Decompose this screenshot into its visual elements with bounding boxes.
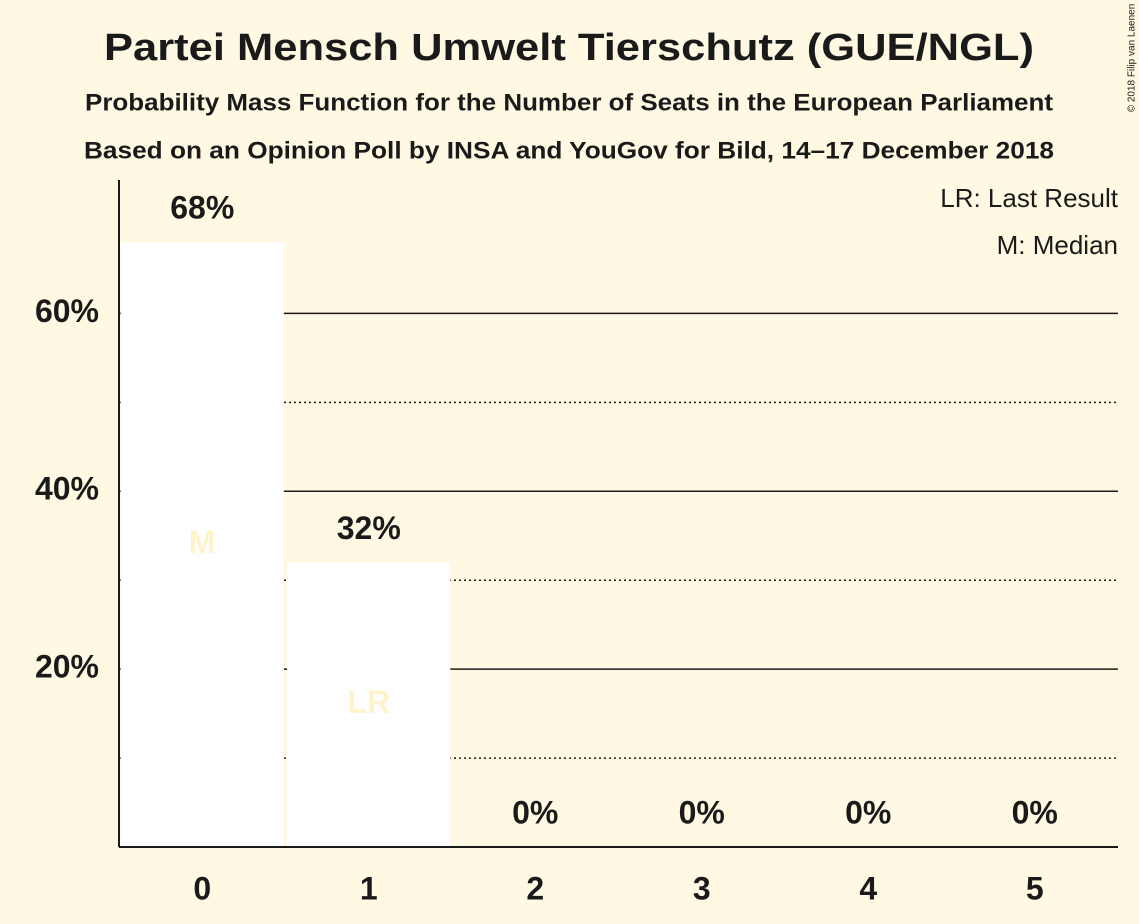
legend-entry: M: Median — [997, 230, 1118, 260]
value-label: 32% — [337, 510, 401, 546]
x-tick-label: 4 — [859, 870, 877, 906]
copyright: © 2018 Filip van Laenen — [1127, 4, 1138, 113]
marker-label: M — [189, 524, 216, 560]
marker-label: LR — [347, 684, 390, 720]
bar — [287, 562, 451, 847]
value-label: 0% — [679, 794, 725, 830]
y-tick-label: 60% — [35, 293, 99, 329]
x-tick-label: 1 — [360, 870, 378, 906]
x-tick-label: 2 — [526, 870, 544, 906]
chart-subtitle: Based on an Opinion Poll by INSA and You… — [84, 137, 1054, 164]
value-label: 0% — [512, 794, 558, 830]
value-label: 68% — [170, 190, 234, 226]
legend-entry: LR: Last Result — [940, 183, 1119, 213]
bar — [120, 242, 284, 848]
y-tick-label: 40% — [35, 471, 99, 507]
x-tick-label: 3 — [693, 870, 711, 906]
value-label: 0% — [845, 794, 891, 830]
value-label: 0% — [1012, 794, 1058, 830]
chart-subtitle: Probability Mass Function for the Number… — [85, 89, 1053, 116]
x-tick-label: 0 — [193, 870, 211, 906]
x-tick-label: 5 — [1026, 870, 1044, 906]
y-tick-label: 20% — [35, 649, 99, 685]
chart-title: Partei Mensch Umwelt Tierschutz (GUE/NGL… — [104, 27, 1034, 69]
